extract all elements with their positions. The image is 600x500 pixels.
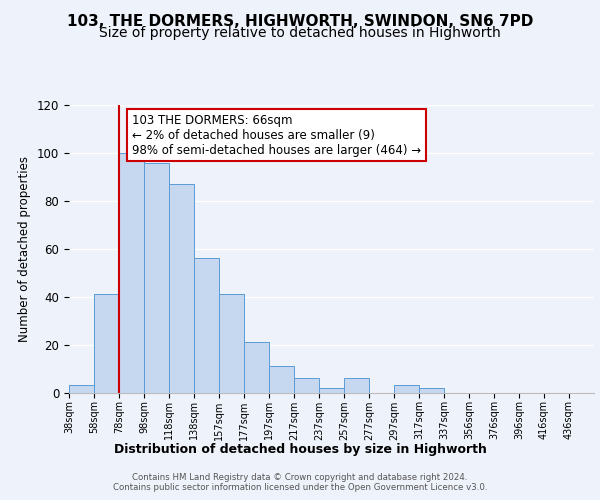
Bar <box>419 388 444 392</box>
Text: Contains HM Land Registry data © Crown copyright and database right 2024.
Contai: Contains HM Land Registry data © Crown c… <box>113 473 487 492</box>
Bar <box>394 386 419 392</box>
Text: Size of property relative to detached houses in Highworth: Size of property relative to detached ho… <box>99 26 501 40</box>
Text: Distribution of detached houses by size in Highworth: Distribution of detached houses by size … <box>113 442 487 456</box>
Bar <box>294 378 319 392</box>
Bar <box>94 294 119 392</box>
Bar <box>319 388 344 392</box>
Bar <box>119 153 144 392</box>
Text: 103 THE DORMERS: 66sqm
← 2% of detached houses are smaller (9)
98% of semi-detac: 103 THE DORMERS: 66sqm ← 2% of detached … <box>132 114 421 156</box>
Text: 103, THE DORMERS, HIGHWORTH, SWINDON, SN6 7PD: 103, THE DORMERS, HIGHWORTH, SWINDON, SN… <box>67 14 533 29</box>
Bar <box>169 184 194 392</box>
Bar <box>244 342 269 392</box>
Bar <box>344 378 369 392</box>
Bar <box>269 366 294 392</box>
Bar <box>69 386 94 392</box>
Bar <box>144 162 169 392</box>
Y-axis label: Number of detached properties: Number of detached properties <box>19 156 31 342</box>
Bar <box>194 258 219 392</box>
Bar <box>219 294 244 392</box>
